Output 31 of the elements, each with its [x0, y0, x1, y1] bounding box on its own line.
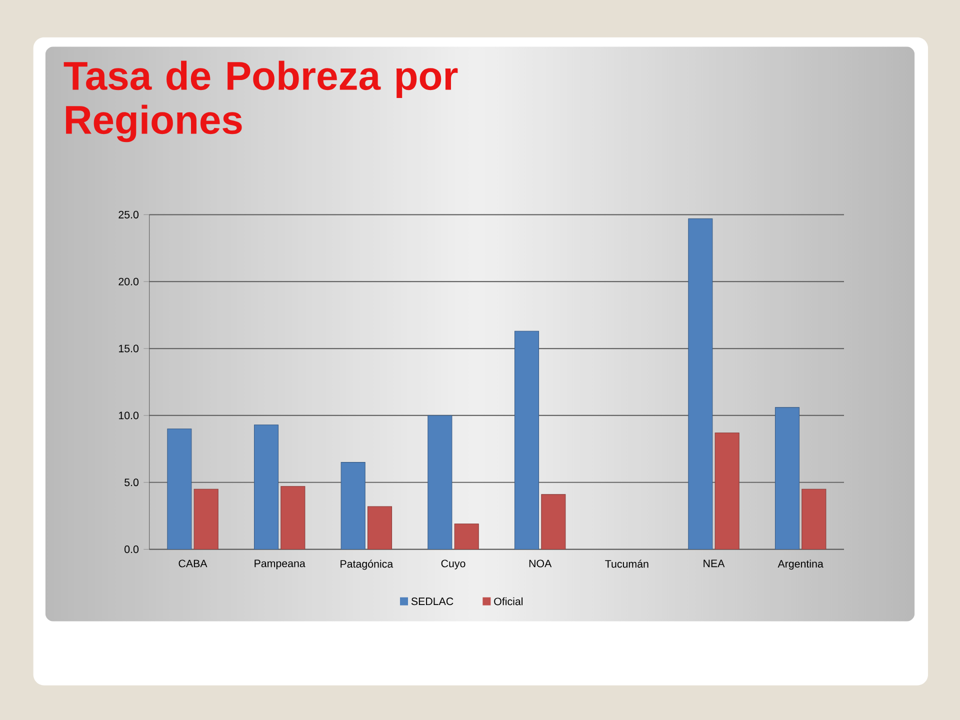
y-tick-label: 15.0 [118, 344, 139, 352]
x-tick-label: Pampeana [254, 560, 306, 570]
chart-title: Tasa de Pobreza por Regiones [64, 60, 458, 142]
bar [454, 524, 479, 550]
bar [340, 462, 366, 550]
y-tick-label: 25.0 [118, 210, 139, 218]
bar [802, 488, 826, 550]
y-tick-label: 10.0 [118, 412, 139, 420]
x-tick-label: NOA [529, 560, 552, 568]
bar [541, 494, 566, 550]
y-tick-label: 20.0 [118, 278, 139, 286]
bar [714, 432, 740, 550]
bar [688, 218, 713, 550]
bar [254, 424, 279, 550]
x-tick-label: CABA [178, 560, 208, 568]
y-tick-label: 5.0 [124, 478, 139, 486]
x-tick-label: Tucumán [605, 560, 648, 568]
x-tick-label: Cuyo [441, 560, 466, 570]
legend-label: Oficial [494, 597, 523, 606]
bar [428, 415, 452, 550]
bar [774, 407, 800, 550]
y-tick-label: 0.0 [124, 546, 139, 554]
bar [367, 506, 392, 550]
legend-label: SEDLAC [411, 598, 454, 606]
bar [194, 488, 218, 550]
x-tick-label: Patagónica [340, 560, 394, 570]
bar [167, 428, 192, 550]
bar [514, 330, 540, 550]
x-tick-label: Argentina [778, 560, 824, 570]
bar [280, 486, 306, 550]
x-tick-label: NEA [704, 560, 725, 568]
